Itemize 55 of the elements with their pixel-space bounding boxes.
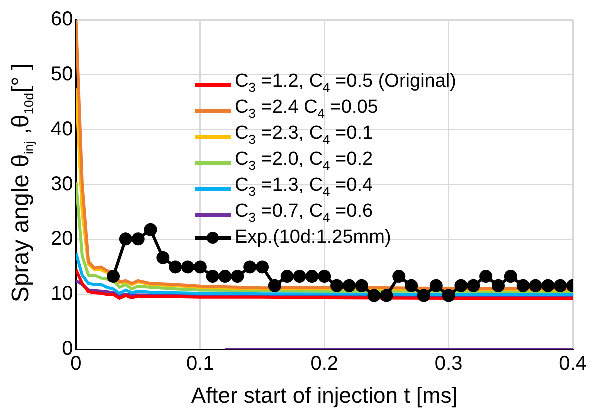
point [318,270,332,284]
x-tick-label: 0.2 [310,353,339,376]
point [206,270,220,284]
point [342,279,356,292]
y-tick-label: 20 [50,228,74,250]
point [454,279,468,292]
point [182,260,195,274]
point [405,279,418,292]
point [355,279,368,292]
y-tick-label: 30 [50,173,74,196]
y-tick-label: 40 [50,118,74,140]
point [442,289,456,302]
y-tick-label: 60 [50,8,74,31]
point [467,279,480,292]
point [306,270,319,284]
x-tick-label: 0.4 [559,353,587,376]
x-axis-title: After start of injection t [ms] [191,382,458,408]
point [529,279,542,292]
point [417,289,430,302]
x-tick-label: 0.3 [434,353,463,376]
point [330,279,344,292]
point [480,270,493,284]
point [119,232,132,246]
point [492,279,505,292]
point [268,279,282,292]
legend-label: C$_{3}$ =0.7, C$_{4}$ =0.6 [235,201,374,227]
point [430,279,443,292]
point [542,279,555,292]
legend-label: C$_{3}$ =1.3, C$_{4}$ =0.4 [235,175,374,201]
point [194,260,207,274]
point [132,232,145,246]
legend-label: C$_{3}$ =2.0, C$_{4}$ =0.2 [235,149,374,175]
point [280,270,294,284]
x-tick-label: 0.1 [186,353,214,376]
point [231,270,244,284]
point [293,270,306,284]
legend-label: C$_{3}$ =2.4 C$_{4}$ =0.05 [235,97,378,123]
point [169,260,182,274]
legend-label: C$_{3}$ =2.3, C$_{4}$ =0.1 [235,123,374,149]
point [144,223,158,236]
point [256,260,270,274]
point [107,270,120,284]
point [380,289,394,302]
legend-label: C$_{3}$ =1.2, C$_{4}$ =0.5 (Original) [235,71,456,97]
legend-label: Exp.(10d:1.25mm) [235,227,392,248]
point [218,270,232,284]
point [504,270,518,284]
point [554,279,568,292]
y-tick-label: 50 [50,63,74,86]
point [368,289,381,302]
point [516,279,530,292]
point [156,251,170,264]
y-tick-label: 10 [50,283,74,306]
point [392,270,406,284]
point [244,260,257,274]
